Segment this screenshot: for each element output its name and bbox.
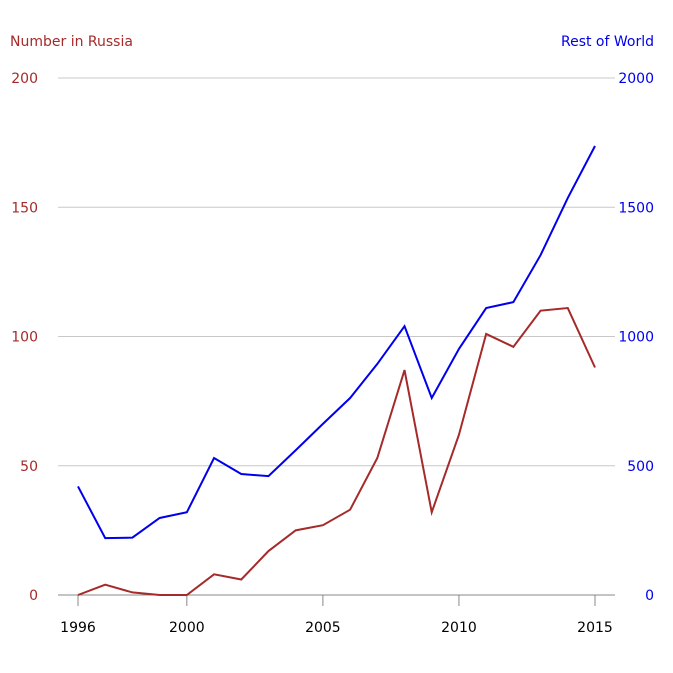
series-line-russia xyxy=(77,307,596,596)
left-axis-title: Number in Russia xyxy=(10,34,133,50)
left-tick-label: 0 xyxy=(29,588,38,604)
series-line-rest-of-world xyxy=(77,145,596,540)
right-tick-label: 0 xyxy=(645,588,654,604)
right-axis-title: Rest of World xyxy=(561,34,654,50)
x-tick-label: 2000 xyxy=(169,620,205,636)
right-tick-label: 2000 xyxy=(618,71,654,87)
x-tick-label: 2015 xyxy=(577,620,613,636)
left-tick-label: 200 xyxy=(11,71,38,87)
left-tick-label: 150 xyxy=(11,200,38,216)
left-tick-label: 100 xyxy=(11,330,38,346)
left-tick-label: 50 xyxy=(20,459,38,475)
x-tick-label: 2010 xyxy=(441,620,477,636)
right-tick-label: 1500 xyxy=(618,200,654,216)
x-tick-label: 2005 xyxy=(305,620,341,636)
x-tick-label: 1996 xyxy=(60,620,96,636)
right-tick-label: 1000 xyxy=(618,330,654,346)
right-tick-label: 500 xyxy=(627,459,654,475)
